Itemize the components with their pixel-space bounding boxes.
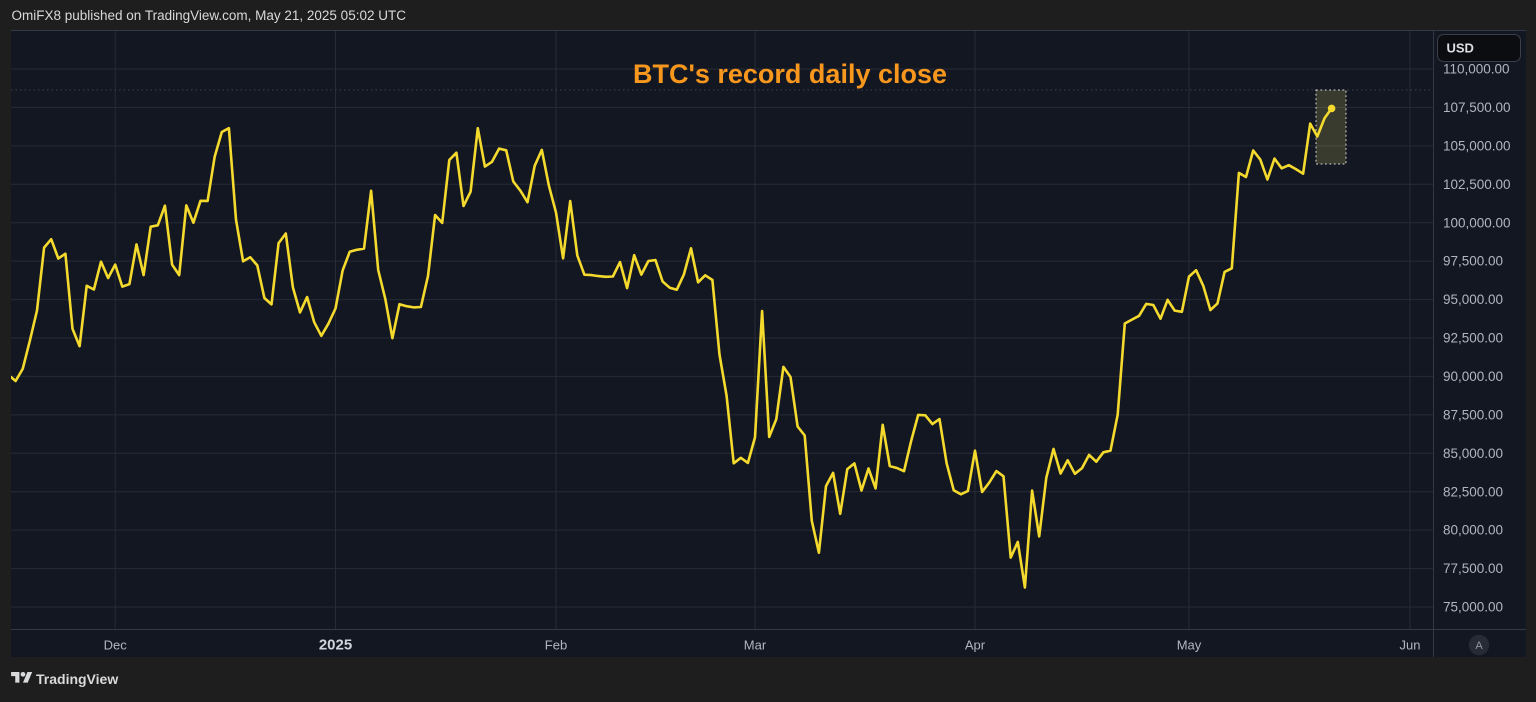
svg-text:75,000.00: 75,000.00 <box>1443 600 1503 615</box>
svg-text:A: A <box>1475 640 1483 652</box>
svg-text:90,000.00: 90,000.00 <box>1443 369 1503 384</box>
svg-text:110,000.00: 110,000.00 <box>1443 62 1510 77</box>
svg-text:87,500.00: 87,500.00 <box>1443 408 1503 423</box>
svg-text:107,500.00: 107,500.00 <box>1443 100 1511 115</box>
svg-text:105,000.00: 105,000.00 <box>1443 139 1511 154</box>
svg-text:TradingView: TradingView <box>36 671 118 687</box>
svg-text:102,500.00: 102,500.00 <box>1443 177 1511 192</box>
svg-text:82,500.00: 82,500.00 <box>1443 484 1503 499</box>
svg-text:2025: 2025 <box>319 637 352 654</box>
svg-text:Mar: Mar <box>744 638 767 653</box>
svg-text:92,500.00: 92,500.00 <box>1443 331 1503 346</box>
svg-text:Apr: Apr <box>965 638 986 653</box>
svg-text:77,500.00: 77,500.00 <box>1443 561 1503 576</box>
svg-text:BTC's record daily close: BTC's record daily close <box>633 59 947 89</box>
svg-text:Jun: Jun <box>1400 638 1421 653</box>
svg-text:80,000.00: 80,000.00 <box>1443 523 1503 538</box>
svg-text:97,500.00: 97,500.00 <box>1443 254 1503 269</box>
svg-text:Feb: Feb <box>545 638 567 653</box>
svg-text:USD: USD <box>1447 41 1474 56</box>
svg-text:85,000.00: 85,000.00 <box>1443 446 1503 461</box>
svg-text:Dec: Dec <box>104 638 128 653</box>
svg-text:May: May <box>1177 638 1202 653</box>
svg-text:95,000.00: 95,000.00 <box>1443 292 1503 307</box>
svg-text:100,000.00: 100,000.00 <box>1443 215 1511 230</box>
